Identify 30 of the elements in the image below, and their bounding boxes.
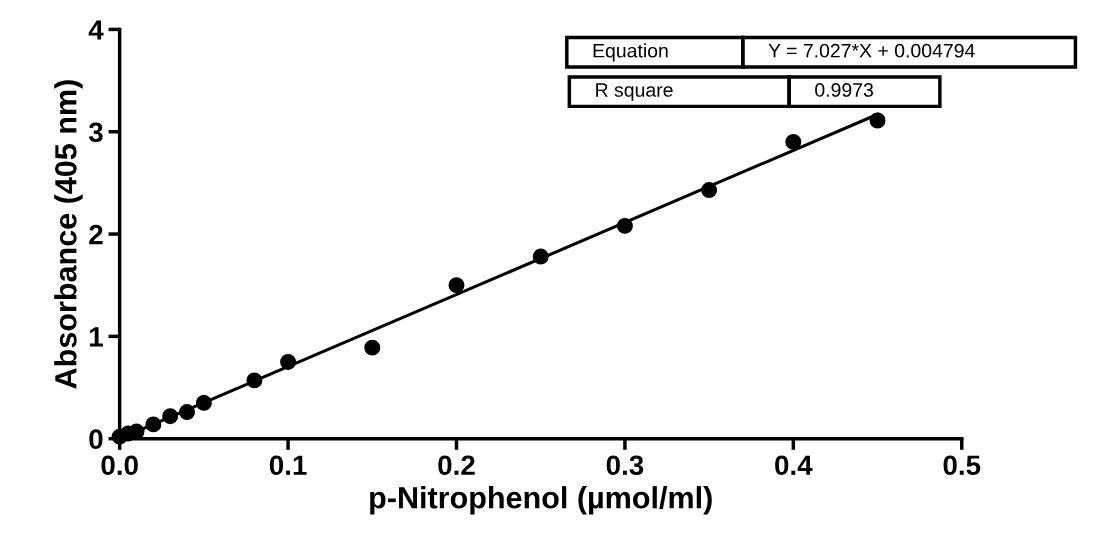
- y-tick-label: 0: [89, 429, 103, 450]
- annotation: R square: [596, 83, 673, 101]
- x-tick-label: 0.0: [101, 455, 138, 476]
- x-tick-label: 0.5: [943, 455, 981, 476]
- annotation: Y = 7.027*X + 0.004794: [768, 43, 975, 58]
- point: [179, 404, 196, 421]
- x-tick-label: 0.4: [775, 455, 813, 476]
- annotation: Equation: [593, 43, 668, 62]
- point: [448, 277, 465, 294]
- point: [364, 339, 381, 356]
- point: [246, 372, 263, 389]
- point: [869, 112, 886, 129]
- y-axis-title: Absorbance (405 nm): [54, 80, 83, 389]
- point: [785, 133, 802, 150]
- x-tick-label: 0.1: [269, 455, 307, 476]
- point: [195, 394, 212, 411]
- point: [280, 353, 297, 370]
- y-tick-label: 3: [88, 122, 103, 143]
- y-tick-label: 4: [88, 20, 104, 40]
- x-tick-label: 0.3: [606, 455, 644, 476]
- y-tick-label: 1: [89, 327, 103, 347]
- point: [616, 217, 633, 234]
- point: [701, 182, 718, 199]
- y-tick-label: 2: [89, 224, 103, 245]
- point: [162, 408, 179, 425]
- annotation: 0.9973: [815, 83, 873, 97]
- x-tick-label: 0.2: [438, 455, 475, 476]
- point: [532, 248, 549, 265]
- point: [145, 416, 162, 433]
- x-axis-title: p-Nitrophenol (µmol/ml): [370, 486, 712, 515]
